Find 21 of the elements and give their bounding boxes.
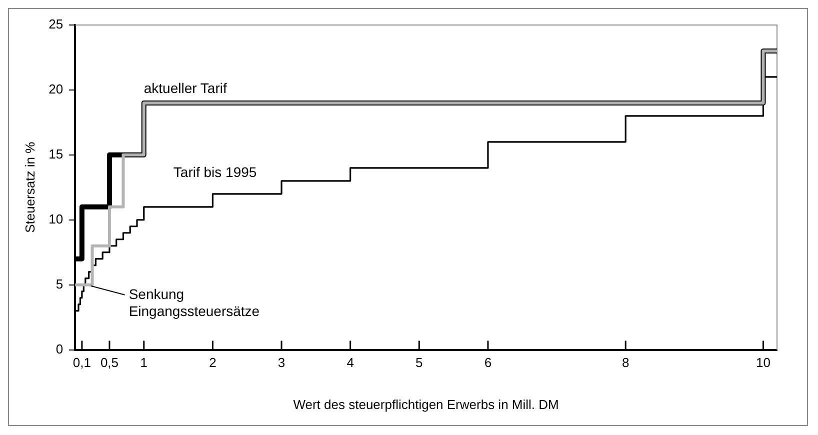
x-tick-label: 0,1 — [72, 355, 91, 370]
y-tick-label: 20 — [48, 82, 64, 97]
x-tick-label: 6 — [484, 355, 492, 370]
annotation: Senkung Eingangssteuersätze — [128, 286, 260, 319]
x-tick-label: 2 — [209, 355, 216, 370]
x-tick-label: 3 — [278, 355, 286, 370]
annotation: aktueller Tarif — [144, 80, 227, 96]
x-tick-label: 8 — [622, 355, 630, 370]
y-tick-label: 25 — [48, 16, 64, 32]
annotation: Tarif bis 1995 — [173, 164, 257, 180]
x-tick-label: 5 — [416, 355, 423, 370]
y-tick-label: 10 — [48, 211, 64, 226]
y-tick-label: 5 — [56, 276, 64, 292]
x-axis-title: Wert des steuerpflichtigen Erwerbs in Mill. DM — [293, 396, 559, 412]
y-tick-label: 15 — [48, 146, 64, 162]
x-tick-label: 1 — [140, 355, 148, 370]
x-tick-label: 4 — [346, 355, 354, 370]
y-tick-label: 0 — [56, 341, 64, 356]
x-tick-label: 0,5 — [100, 355, 119, 370]
y-axis-title: Steuersatz in % — [22, 141, 38, 233]
x-tick-label: 10 — [756, 355, 770, 370]
